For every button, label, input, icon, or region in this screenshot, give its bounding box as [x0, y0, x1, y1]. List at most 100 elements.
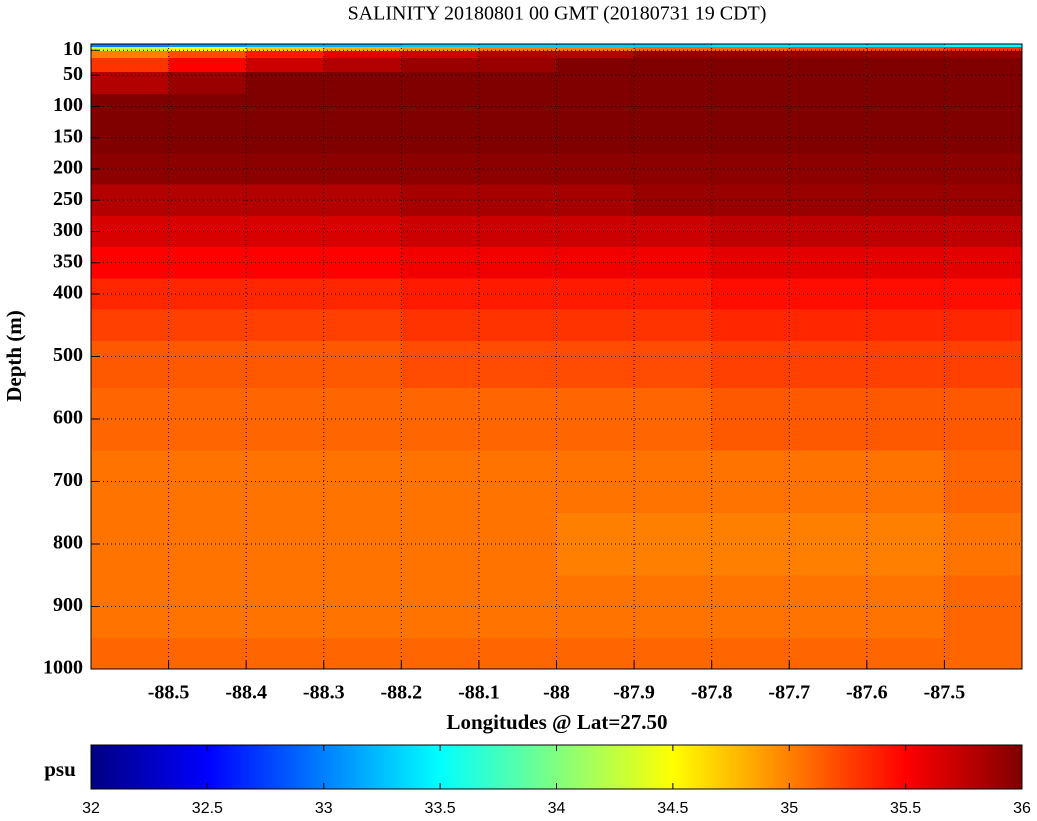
heatmap-cell	[866, 72, 946, 95]
heatmap-cell	[401, 72, 480, 95]
heatmap-cell	[401, 278, 480, 311]
heatmap-cell	[789, 153, 868, 186]
heatmap-cell	[168, 51, 247, 59]
x-tick-label: -88.5	[148, 682, 190, 704]
heatmap-cell	[323, 278, 402, 311]
heatmap-cell	[401, 94, 480, 123]
heatmap-cell	[478, 387, 558, 451]
heatmap-cell	[556, 47, 635, 52]
colorbar-tick-label: 33.5	[425, 800, 456, 817]
heatmap-cell	[866, 44, 946, 48]
heatmap-cell	[711, 153, 790, 186]
heatmap-cell	[168, 72, 247, 95]
y-tick-label: 250	[53, 188, 83, 210]
heatmap-cell	[401, 247, 480, 279]
heatmap-cell	[323, 72, 402, 95]
heatmap-cell	[866, 51, 946, 59]
heatmap-cell	[323, 247, 402, 279]
heatmap-cell	[711, 44, 790, 48]
heatmap-cell	[866, 387, 946, 451]
heatmap-cell	[246, 47, 325, 52]
heatmap-cell	[168, 94, 247, 123]
heatmap-cell	[478, 278, 558, 311]
heatmap-cell	[91, 247, 170, 279]
heatmap-cell	[789, 58, 868, 73]
heatmap-cell	[401, 387, 480, 451]
heatmap-cell	[634, 278, 713, 311]
colorbar	[90, 744, 1023, 790]
y-tick-label: 100	[53, 94, 83, 116]
heatmap-cell	[246, 72, 325, 95]
heatmap-cell	[711, 278, 790, 311]
heatmap-cell	[711, 387, 790, 451]
x-tick-label: -88.1	[458, 682, 500, 704]
x-tick-label: -88.4	[225, 682, 267, 704]
heatmap-cell	[866, 278, 946, 311]
heatmap-cell	[168, 44, 247, 48]
heatmap-cell	[91, 278, 170, 311]
heatmap-cell	[246, 247, 325, 279]
heatmap-cell	[246, 51, 325, 59]
heatmap-cell	[478, 44, 558, 48]
heatmap-cell	[634, 44, 713, 48]
axes: -88.5 -88.4 -88.3 -88.2 -88.1 -88 -87.9 -87.8 -8…	[43, 38, 1023, 704]
heatmap-cell	[711, 575, 790, 639]
heatmap-cell	[634, 637, 713, 670]
heatmap-cell	[401, 309, 480, 342]
heatmap-cell	[789, 215, 868, 248]
heatmap-cell	[789, 44, 868, 48]
heatmap-cell	[711, 215, 790, 248]
heatmap-cell	[478, 184, 558, 217]
heatmap-cell	[634, 184, 713, 217]
heatmap-cell	[478, 122, 558, 154]
heatmap-cell	[246, 340, 325, 389]
heatmap-cell	[478, 340, 558, 389]
colorbar-label: psu	[44, 757, 76, 781]
heatmap-cell	[91, 122, 170, 154]
heatmap-cell	[478, 215, 558, 248]
heatmap-cell	[634, 51, 713, 59]
heatmap-cell	[401, 512, 480, 576]
heatmap-cell	[944, 72, 1023, 95]
heatmap-cell	[634, 309, 713, 342]
colorbar-tick-label: 32	[82, 800, 100, 817]
heatmap-cell	[556, 637, 635, 670]
heatmap-cell	[789, 51, 868, 59]
heatmap-cell	[91, 72, 170, 95]
heatmap-cell	[246, 450, 325, 514]
heatmap-cell	[789, 47, 868, 52]
x-tick-label: -88	[543, 682, 570, 704]
heatmap-cell	[323, 512, 402, 576]
heatmap-cell	[478, 51, 558, 59]
colorbar-tick-label: 35	[780, 800, 798, 817]
heatmap-cell	[91, 153, 170, 186]
heatmap-cell	[866, 637, 946, 670]
heatmap-cell	[246, 215, 325, 248]
heatmap-cell	[478, 512, 558, 576]
heatmap-cell	[866, 215, 946, 248]
y-axis-label: Depth (m)	[2, 310, 26, 402]
heatmap-cell	[711, 184, 790, 217]
heatmap-cell	[478, 450, 558, 514]
heatmap-cell	[789, 94, 868, 123]
heatmap-cell	[323, 575, 402, 639]
heatmap-cell	[944, 58, 1023, 73]
heatmap-cell	[323, 309, 402, 342]
heatmap-cell	[478, 94, 558, 123]
heatmap-cell	[91, 450, 170, 514]
heatmap-cell	[91, 340, 170, 389]
heatmap-cell	[556, 94, 635, 123]
heatmap-cell	[246, 122, 325, 154]
heatmap-cell	[401, 184, 480, 217]
heatmap	[91, 44, 1023, 670]
y-tick-label: 10	[63, 38, 83, 60]
y-tick-label: 800	[53, 532, 83, 554]
heatmap-cell	[323, 637, 402, 670]
heatmap-cell	[866, 153, 946, 186]
heatmap-cell	[944, 309, 1023, 342]
heatmap-cell	[711, 51, 790, 59]
colorbar-tick-label: 32.5	[192, 800, 223, 817]
heatmap-cell	[91, 512, 170, 576]
colorbar-tick-label: 34	[548, 800, 566, 817]
heatmap-cell	[556, 58, 635, 73]
